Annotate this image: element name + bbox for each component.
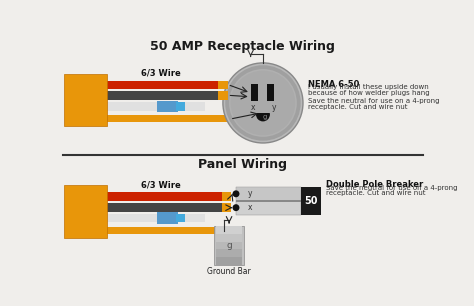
Text: 50 AMP Receptacle Wiring: 50 AMP Receptacle Wiring — [150, 40, 336, 53]
Bar — [176, 102, 185, 111]
Bar — [176, 214, 185, 222]
Bar — [255, 107, 271, 113]
Bar — [216, 249, 242, 257]
Text: x: x — [251, 103, 255, 112]
Bar — [219, 91, 228, 100]
Text: 6/3 Wire: 6/3 Wire — [141, 69, 181, 77]
Bar — [216, 226, 242, 234]
Bar — [105, 91, 220, 100]
Text: x: x — [247, 203, 252, 212]
Text: Panel Wiring: Panel Wiring — [199, 158, 287, 171]
Circle shape — [223, 63, 303, 143]
Bar — [105, 214, 205, 222]
Bar — [216, 257, 242, 265]
Bar — [236, 187, 301, 201]
Circle shape — [231, 71, 295, 135]
Bar — [214, 226, 244, 265]
Text: Save the neutral for use on a 4-prong: Save the neutral for use on a 4-prong — [326, 185, 457, 191]
Circle shape — [256, 108, 270, 121]
Text: Ground Bar: Ground Bar — [207, 267, 251, 276]
Bar — [267, 84, 274, 101]
Bar — [64, 185, 107, 238]
Bar — [105, 80, 220, 89]
Bar — [157, 101, 178, 112]
Bar — [255, 107, 271, 114]
Bar — [64, 74, 107, 126]
Bar — [222, 192, 231, 201]
Bar — [236, 200, 301, 201]
Bar — [105, 192, 225, 201]
Bar — [105, 203, 225, 211]
Text: g: g — [226, 241, 232, 250]
Bar — [157, 212, 178, 224]
Bar — [236, 187, 301, 201]
Bar — [301, 187, 321, 215]
Bar — [222, 203, 231, 211]
Bar — [105, 115, 232, 122]
Text: I usually install these upside down: I usually install these upside down — [309, 84, 429, 91]
Text: receptacle. Cut and wire nut: receptacle. Cut and wire nut — [309, 104, 408, 110]
Bar — [105, 227, 225, 234]
Text: NEMA 6-50: NEMA 6-50 — [309, 80, 360, 89]
Bar — [216, 241, 242, 249]
Bar — [216, 234, 242, 241]
Text: Save the neutral for use on a 4-prong: Save the neutral for use on a 4-prong — [309, 98, 440, 104]
Text: because of how welder plugs hang: because of how welder plugs hang — [309, 90, 430, 96]
Ellipse shape — [256, 108, 270, 118]
Circle shape — [233, 190, 239, 197]
Circle shape — [225, 65, 301, 141]
Bar — [251, 84, 258, 101]
Text: y: y — [272, 103, 276, 112]
Text: receptacle. Cut and wire nut: receptacle. Cut and wire nut — [326, 190, 426, 196]
Text: 6/3 Wire: 6/3 Wire — [141, 180, 181, 189]
Circle shape — [233, 204, 239, 211]
Text: 50: 50 — [305, 196, 318, 206]
Circle shape — [229, 69, 297, 137]
Bar — [105, 102, 205, 111]
Bar — [219, 80, 228, 89]
Text: g: g — [262, 114, 267, 121]
Text: y: y — [247, 189, 252, 198]
Bar — [236, 201, 301, 215]
Text: Double Pole Breaker: Double Pole Breaker — [326, 180, 423, 189]
